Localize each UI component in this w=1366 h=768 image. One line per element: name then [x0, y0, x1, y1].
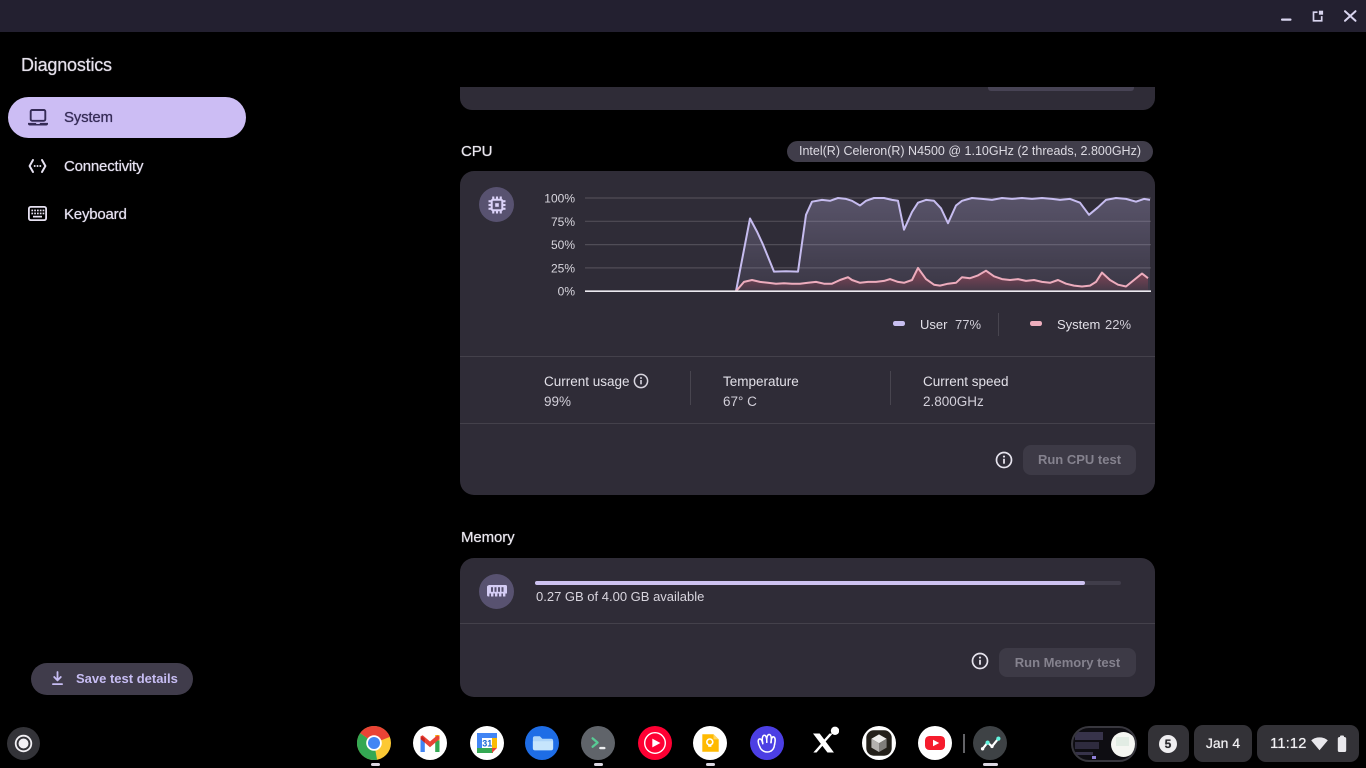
- svg-text:31: 31: [482, 738, 492, 748]
- svg-text:25%: 25%: [551, 261, 575, 275]
- svg-text:75%: 75%: [551, 215, 575, 229]
- svg-text:100%: 100%: [544, 192, 575, 206]
- svg-text:0%: 0%: [558, 285, 576, 299]
- svg-text:50%: 50%: [551, 238, 575, 252]
